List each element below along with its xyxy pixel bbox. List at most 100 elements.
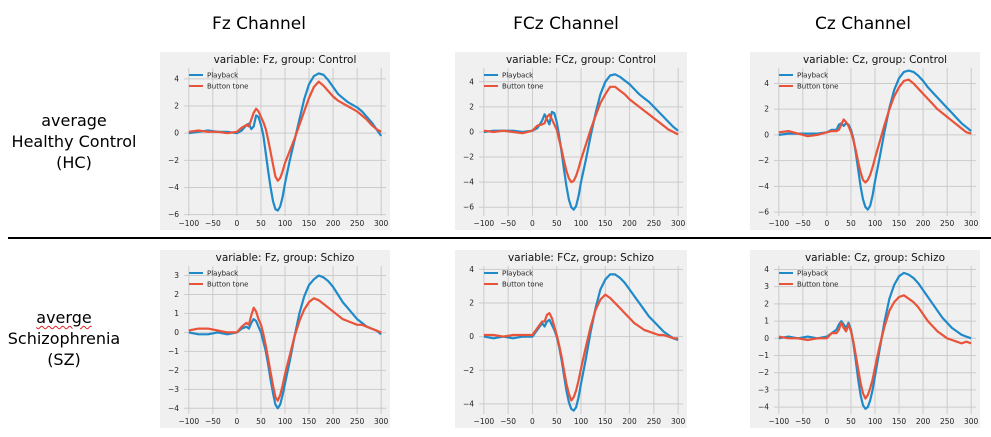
row-label-hc-line-2: Healthy Control xyxy=(11,132,137,151)
x-tick-label: 150 xyxy=(892,417,907,426)
legend-label: Playback xyxy=(207,270,239,278)
x-tick-label: 150 xyxy=(302,219,317,228)
x-tick-label: 250 xyxy=(350,219,365,228)
x-tick-label: 0 xyxy=(235,219,240,228)
x-tick-label: 50 xyxy=(552,219,562,228)
y-tick-label: −4 xyxy=(168,404,179,413)
x-tick-label: 150 xyxy=(892,219,907,228)
y-tick-label: 4 xyxy=(764,265,769,274)
y-tick-label: −4 xyxy=(168,183,179,192)
series-line-button-tone xyxy=(188,80,382,182)
y-tick-label: 0 xyxy=(469,332,474,341)
chart-fcz-control: −100 −50 0 50 100 150 200 250 300 −6 −4 −2 0 2 4 variab… xyxy=(455,52,687,230)
y-tick-label: 0 xyxy=(469,127,474,136)
row-label-hc-line-3: (HC) xyxy=(56,153,92,172)
x-tick-label: 300 xyxy=(374,417,389,426)
row-label-sz-line-3: (SZ) xyxy=(47,350,81,369)
chart-title: variable: Fz, group: Control xyxy=(214,54,357,66)
legend-label: Playback xyxy=(797,72,829,80)
x-tick-label: 250 xyxy=(350,417,365,426)
y-tick-label: 2 xyxy=(764,105,769,114)
y-tick-label: −2 xyxy=(758,156,769,165)
x-tick-label: −100 xyxy=(474,417,495,426)
legend-label: Button tone xyxy=(502,83,543,91)
x-tick-label: 300 xyxy=(374,219,389,228)
y-tick-label: 1 xyxy=(764,317,769,326)
series-line-playback xyxy=(483,73,679,211)
y-tick-label: −6 xyxy=(168,210,179,219)
x-tick-label: −50 xyxy=(500,219,516,228)
x-tick-label: 250 xyxy=(940,219,955,228)
x-tick-label: 100 xyxy=(278,219,293,228)
y-tick-label: −3 xyxy=(758,385,769,394)
legend-label: Playback xyxy=(502,72,534,80)
y-tick-label: 0 xyxy=(174,129,179,138)
y-tick-label: −4 xyxy=(758,403,769,412)
x-tick-label: −100 xyxy=(769,219,790,228)
chart-fz-schizo: −100 −50 0 50 100 150 200 250 300 −4 −3 −2 −1 0 1 2 3 var… xyxy=(160,250,390,428)
y-tick-label: 4 xyxy=(174,74,179,83)
series-line-playback xyxy=(188,274,382,410)
y-tick-label: 3 xyxy=(764,282,769,291)
y-tick-label: −2 xyxy=(168,366,179,375)
legend-label: Playback xyxy=(797,270,829,278)
y-tick-label: 2 xyxy=(764,299,769,308)
series-line-button-tone xyxy=(778,78,972,184)
x-tick-label: 50 xyxy=(256,219,266,228)
chart-title: variable: FCz, group: Control xyxy=(506,54,656,66)
y-tick-label: 1 xyxy=(174,309,179,318)
y-tick-label: −2 xyxy=(758,368,769,377)
x-tick-label: 100 xyxy=(278,417,293,426)
y-tick-label: 4 xyxy=(469,77,474,86)
x-tick-label: 50 xyxy=(256,417,266,426)
y-tick-label: 0 xyxy=(174,328,179,337)
series-line-button-tone xyxy=(188,297,382,402)
y-tick-label: −2 xyxy=(463,153,474,162)
x-tick-label: −100 xyxy=(179,219,200,228)
legend-label: Button tone xyxy=(797,281,838,289)
row-label-hc-line-1: average xyxy=(41,111,107,130)
chart-cz-control: −100 −50 0 50 100 150 200 250 300 −6 −4 −2 0 2 4 variab… xyxy=(750,52,980,230)
x-tick-label: 300 xyxy=(964,417,979,426)
y-tick-label: −2 xyxy=(168,156,179,165)
legend-label: Button tone xyxy=(207,281,248,289)
y-tick-label: −3 xyxy=(168,385,179,394)
column-title-fz: Fz Channel xyxy=(212,14,306,34)
x-tick-label: 300 xyxy=(671,219,686,228)
y-tick-label: 4 xyxy=(764,79,769,88)
x-tick-label: 50 xyxy=(552,417,562,426)
y-tick-label: −2 xyxy=(463,366,474,375)
y-tick-label: −4 xyxy=(463,399,474,408)
x-tick-label: 150 xyxy=(598,219,613,228)
y-tick-label: 2 xyxy=(174,290,179,299)
series-line-playback xyxy=(483,273,679,412)
chart-fz-control: −100 −50 0 50 100 150 200 250 300 −6 −4 −2 0 2 4 variab… xyxy=(160,52,390,230)
legend-label: Button tone xyxy=(207,83,248,91)
legend-label: Button tone xyxy=(797,83,838,91)
x-tick-label: −100 xyxy=(474,219,495,228)
x-tick-label: 200 xyxy=(916,417,931,426)
x-tick-label: 300 xyxy=(671,417,686,426)
x-tick-label: 250 xyxy=(940,417,955,426)
y-tick-label: −1 xyxy=(168,347,179,356)
y-tick-label: 2 xyxy=(469,299,474,308)
row-label-sz: averge Schizophrenia (SZ) xyxy=(0,307,134,370)
chart-fcz-schizo: −100 −50 0 50 100 150 200 250 300 −4 −2 0 2 4 variable… xyxy=(455,250,687,428)
series-line-playback xyxy=(778,69,972,211)
x-tick-label: −50 xyxy=(795,417,811,426)
chart-title: variable: Cz, group: Control xyxy=(803,54,947,66)
y-tick-label: 4 xyxy=(469,265,474,274)
legend-label: Playback xyxy=(207,72,239,80)
y-tick-label: 3 xyxy=(174,271,179,280)
chart-background xyxy=(160,52,390,230)
x-tick-label: 300 xyxy=(964,219,979,228)
x-tick-label: 100 xyxy=(868,219,883,228)
x-tick-label: −50 xyxy=(500,417,516,426)
y-tick-label: −6 xyxy=(463,203,474,212)
x-tick-label: −100 xyxy=(179,417,200,426)
series-line-playback xyxy=(778,271,972,410)
x-tick-label: 0 xyxy=(530,417,535,426)
x-tick-label: 250 xyxy=(647,417,662,426)
chart-cz-schizo: −100 −50 0 50 100 150 200 250 300 −4 −3 −2 −1 0 1 2 3 4 va… xyxy=(750,250,980,428)
column-title-cz: Cz Channel xyxy=(815,14,911,34)
